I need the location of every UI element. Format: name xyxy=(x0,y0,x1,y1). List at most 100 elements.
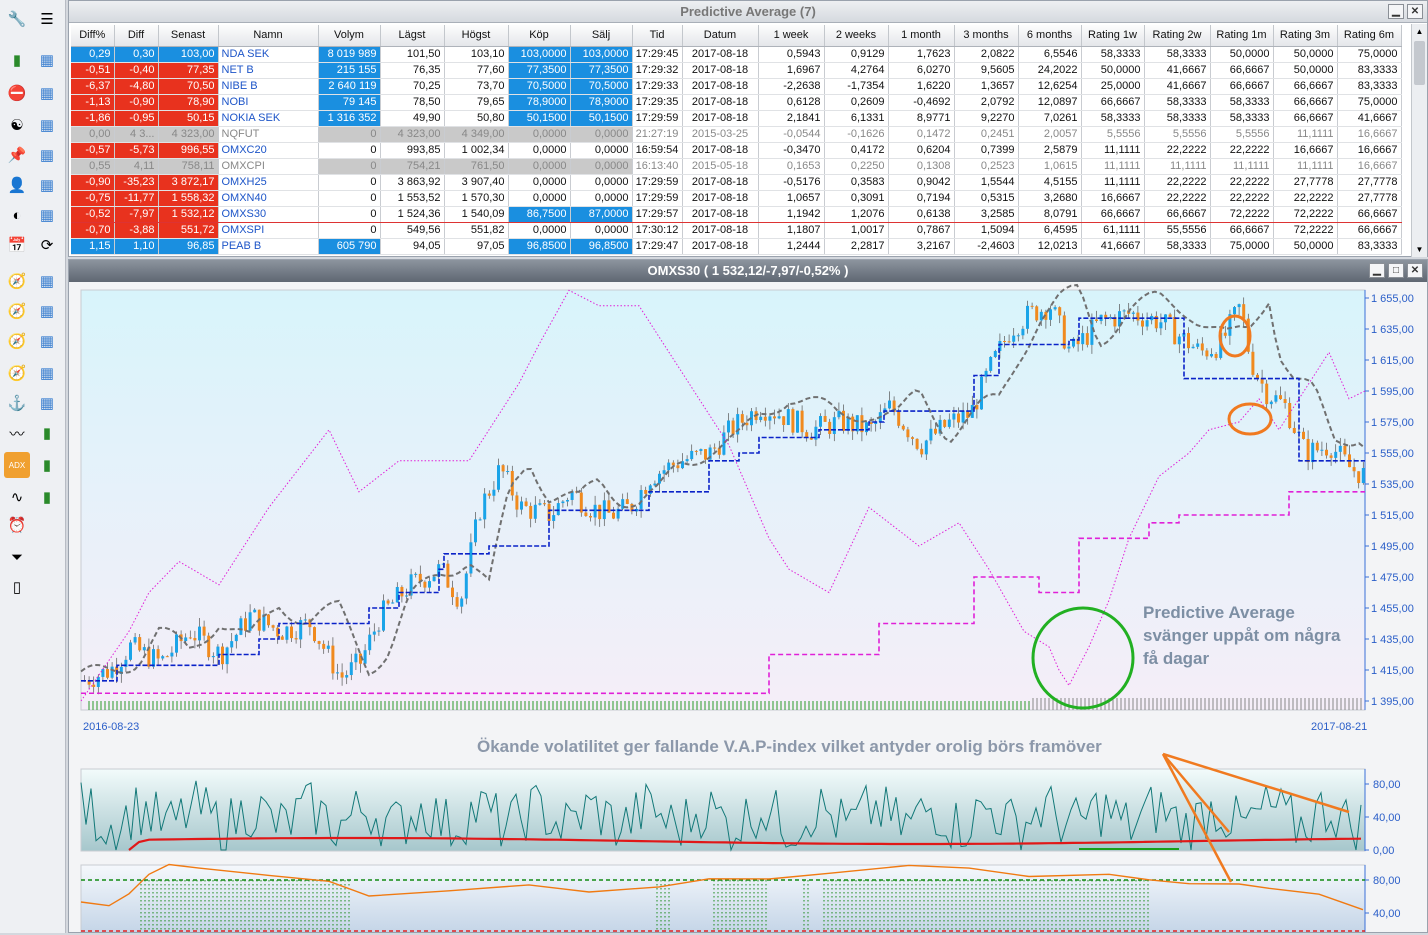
bar-chart-icon[interactable]: ▮ xyxy=(42,457,52,474)
chart-window-icon[interactable]: ▦ xyxy=(39,52,55,69)
calendar-icon[interactable]: 📅 xyxy=(7,237,27,254)
price-plot-area[interactable] xyxy=(80,289,1366,711)
column-header[interactable]: Tid xyxy=(632,25,683,47)
chart-window-icon[interactable]: ▦ xyxy=(39,147,55,164)
chart-maximize-button[interactable]: □ xyxy=(1388,263,1404,278)
cell-r1m: 66,6667 xyxy=(1210,78,1274,95)
logo-icon[interactable]: ◐ xyxy=(12,206,22,224)
chart-window-icon[interactable]: ▦ xyxy=(39,85,55,102)
cell-diffp: -1,86 xyxy=(71,110,115,127)
document-list-icon[interactable]: ☰ xyxy=(40,11,54,28)
price-tick-label: 1 595,00 xyxy=(1371,386,1414,398)
chart-window-icon[interactable]: ▦ xyxy=(39,117,55,134)
trend-line-icon[interactable]: 〰 xyxy=(9,425,25,443)
table-row[interactable]: 0,55 4,11 758,11 OMXCPI 0 754,21 761,50 0,0000 0… xyxy=(71,158,1402,175)
column-header[interactable]: 1 month xyxy=(888,25,955,47)
table-row[interactable]: 0,29 0,30 103,00 NDA SEK 8 019 989 101,50 103,… xyxy=(71,46,1402,63)
column-header[interactable]: Sälj xyxy=(570,25,633,47)
column-header[interactable]: Volym xyxy=(318,25,381,47)
table-row[interactable]: -1,86 -0,95 50,15 NOKIA SEK 1 316 352 49,90 50… xyxy=(71,110,1402,127)
compass-icon[interactable]: 🧭 xyxy=(7,303,27,320)
chart-canvas[interactable]: 1 655,00 1 635,00 1 615,00 1 595,00 1 575,00… xyxy=(69,282,1427,935)
chart-window-icon[interactable]: ▦ xyxy=(39,333,55,350)
stop-icon[interactable]: ⛔ xyxy=(7,85,27,102)
table-row[interactable]: -0,52 -7,97 1 532,12 OMXS30 0 1 524,36 1 540,0… xyxy=(71,205,1402,223)
scroll-thumb[interactable] xyxy=(1414,41,1425,85)
scroll-down-icon[interactable]: ▼ xyxy=(1415,245,1424,254)
cell-w1: 1,6967 xyxy=(758,62,825,79)
cell-w2: -1,7354 xyxy=(824,78,889,95)
cell-r6m: 83,3333 xyxy=(1337,238,1402,255)
vertical-scrollbar[interactable]: ▲ ▼ xyxy=(1411,24,1427,257)
column-header[interactable]: Datum xyxy=(682,25,759,47)
cell-r6m: 66,6667 xyxy=(1337,205,1402,223)
table-row[interactable]: -0,51 -0,40 77,35 NET B 215 155 76,35 77,60 77,… xyxy=(71,62,1402,79)
table-row[interactable]: -0,57 -5,73 996,55 OMXC20 0 993,85 1 002,34 0,0… xyxy=(71,142,1402,159)
refresh-icon[interactable]: ⟳ xyxy=(40,237,54,254)
column-header[interactable]: Rating 6m xyxy=(1337,25,1402,47)
scroll-up-icon[interactable]: ▲ xyxy=(1415,27,1424,36)
cell-hogst: 73,70 xyxy=(444,78,509,95)
chart-minimize-button[interactable]: ▁ xyxy=(1369,263,1385,278)
column-header[interactable]: Diff xyxy=(114,25,159,47)
blank-document-icon[interactable]: ▯ xyxy=(12,579,22,596)
column-header[interactable]: 2 weeks xyxy=(824,25,889,47)
chart-window-icon[interactable]: ▦ xyxy=(39,207,55,224)
table-row[interactable]: -1,13 -0,90 78,90 NOBI 79 145 78,50 79,65 78,90… xyxy=(71,94,1402,111)
cell-tid: 17:29:59 xyxy=(632,190,683,207)
column-header[interactable]: 1 week xyxy=(758,25,825,47)
pin-icon[interactable]: 📌 xyxy=(7,147,27,164)
cell-tid: 17:29:32 xyxy=(632,62,683,79)
table-row[interactable]: 0,00 4 3... 4 323,00 NQFUT 0 4 323,00 4 349,00… xyxy=(71,126,1402,143)
bar-chart-icon[interactable]: ▮ xyxy=(42,425,52,442)
cell-r2w: 55,5556 xyxy=(1144,222,1211,239)
column-header[interactable]: 3 months xyxy=(954,25,1019,47)
cell-r1w: 11,1111 xyxy=(1081,174,1145,191)
cell-lagst: 101,50 xyxy=(380,46,445,63)
table-row[interactable]: -0,75 -11,77 1 558,32 OMXN40 0 1 553,52 1 570,… xyxy=(71,190,1402,207)
minimize-button[interactable]: ▁ xyxy=(1388,4,1404,19)
table-row[interactable]: -0,90 -35,23 3 872,17 OMXH25 0 3 863,92 3 907,… xyxy=(71,174,1402,191)
chart-window-icon[interactable]: ▦ xyxy=(39,273,55,290)
anchor-icon[interactable]: ⚓ xyxy=(7,395,27,412)
cell-hogst: 761,50 xyxy=(444,158,509,175)
waveform-icon[interactable]: ∿ xyxy=(10,489,24,506)
alarm-clock-icon[interactable]: ⏰ xyxy=(7,517,27,534)
chart-close-button[interactable]: ✕ xyxy=(1407,263,1423,278)
chart-window-icon[interactable]: ▦ xyxy=(39,395,55,412)
column-header[interactable]: Rating 2w xyxy=(1144,25,1211,47)
wrench-icon[interactable]: 🔧 xyxy=(7,11,27,28)
column-header[interactable]: Senast xyxy=(158,25,219,47)
cell-senast: 50,15 xyxy=(158,110,219,127)
column-header[interactable]: Högst xyxy=(444,25,509,47)
close-button[interactable]: ✕ xyxy=(1407,4,1423,19)
compass-icon[interactable]: 🧭 xyxy=(7,333,27,350)
price-tick-label: 1 635,00 xyxy=(1371,324,1414,336)
cell-salj: 0,0000 xyxy=(570,222,633,239)
chart-window-icon[interactable]: ▦ xyxy=(39,365,55,382)
compass-icon[interactable]: 🧭 xyxy=(7,273,27,290)
user-avatar-icon[interactable]: 👤 xyxy=(7,177,27,194)
column-header[interactable]: Lägst xyxy=(380,25,445,47)
column-header[interactable]: Rating 3m xyxy=(1273,25,1338,47)
vap-index-panel[interactable] xyxy=(80,864,1366,935)
column-header[interactable]: Rating 1w xyxy=(1081,25,1145,47)
column-header[interactable]: Diff% xyxy=(71,25,115,47)
bar-chart-icon[interactable]: ▮ xyxy=(42,489,52,506)
column-header[interactable]: 6 months xyxy=(1018,25,1082,47)
bar-chart-icon[interactable]: ▮ xyxy=(12,52,22,69)
yin-yang-icon[interactable]: ☯ xyxy=(10,117,24,134)
filter-icon[interactable]: ⏷ xyxy=(10,548,23,566)
column-header[interactable]: Köp xyxy=(508,25,571,47)
chart-window-icon[interactable]: ▦ xyxy=(39,303,55,320)
chart-window-icon[interactable]: ▦ xyxy=(39,177,55,194)
table-row[interactable]: -0,70 -3,88 551,72 OMXSPI 0 549,56 551,82 0,000… xyxy=(71,222,1402,239)
column-header[interactable]: Rating 1m xyxy=(1210,25,1274,47)
table-row[interactable]: 1,15 1,10 96,85 PEAB B 605 790 94,05 97,05 96,8… xyxy=(71,238,1402,255)
column-header[interactable]: Namn xyxy=(218,25,319,47)
adx-icon[interactable]: ADX xyxy=(4,452,30,478)
cell-r1m: 5,5556 xyxy=(1210,126,1274,143)
compass-icon[interactable]: 🧭 xyxy=(7,365,27,382)
cell-salj: 0,0000 xyxy=(570,142,633,159)
